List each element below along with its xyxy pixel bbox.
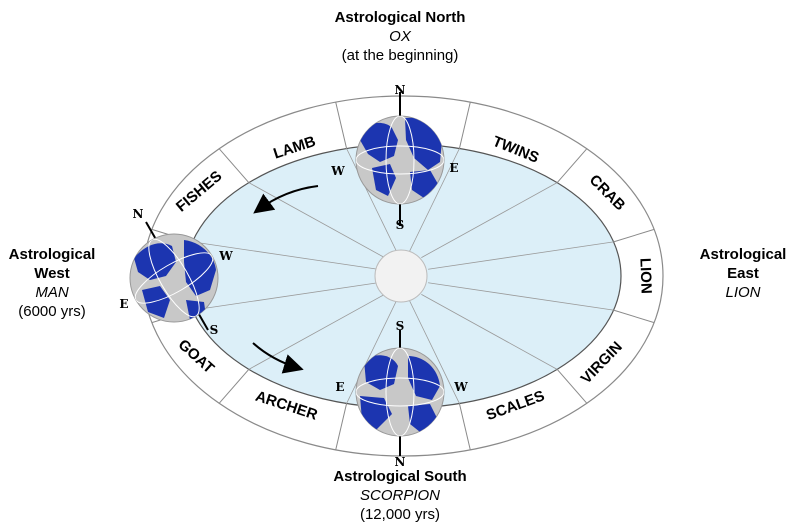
inner-spoke	[192, 282, 378, 311]
ring-divider	[458, 403, 471, 450]
label-south-note: (12,000 yrs)	[359, 506, 441, 523]
label-west-title1: Astrological	[8, 246, 96, 263]
label-south: Astrological South SCORPION (12,000 yrs)	[300, 467, 500, 524]
label-west: Astrological West MAN (6000 yrs)	[2, 245, 102, 321]
inner-spoke	[428, 241, 614, 270]
inner-spoke	[192, 241, 378, 270]
inner-spoke	[421, 294, 558, 370]
earth-north-s: S	[396, 218, 405, 232]
inner-spoke	[409, 300, 460, 404]
ring-divider	[613, 309, 655, 324]
ring-divider	[556, 148, 588, 183]
label-east-title1: Astrological	[699, 246, 787, 263]
earth-north-n: N	[395, 83, 406, 97]
label-east-title2: East	[727, 265, 759, 282]
ring-divider	[458, 102, 471, 149]
ring-divider	[556, 369, 588, 404]
label-north-title: Astrological North	[334, 9, 466, 26]
inner-spoke	[409, 148, 460, 252]
label-north-sign: OX	[389, 28, 411, 45]
ring-divider	[218, 148, 250, 183]
inner-spoke	[346, 148, 397, 252]
inner-spoke	[428, 282, 614, 311]
label-south-title: Astrological South	[333, 468, 467, 485]
ring-divider	[218, 369, 250, 404]
inner-spoke	[346, 300, 397, 404]
ring-divider	[335, 403, 348, 450]
earth-west-s: S	[210, 323, 219, 337]
label-north-note: (at the beginning)	[341, 47, 459, 64]
earth-north-e: E	[449, 161, 458, 175]
earth-south-e: E	[335, 380, 344, 394]
label-east-sign: LION	[725, 284, 761, 301]
label-south-sign: SCORPION	[359, 487, 440, 504]
earth-north: N S W E	[330, 83, 458, 232]
earth-west-n: N	[133, 207, 144, 221]
earth-south-n: N	[395, 455, 406, 469]
earth-west: N S W E	[119, 207, 233, 337]
label-west-note: (6000 yrs)	[18, 303, 86, 320]
inner-spoke	[421, 182, 558, 258]
earth-south-s: S	[396, 319, 405, 333]
earth-south: S N W E	[335, 319, 468, 469]
center-circle	[374, 249, 428, 303]
label-north: Astrological North OX (at the beginning)	[300, 8, 500, 65]
ring-divider	[335, 102, 348, 149]
label-east: Astrological East LION	[684, 245, 802, 302]
earth-west-e: E	[119, 297, 128, 311]
label-west-title2: West	[34, 265, 70, 282]
rotation-arrow-top	[253, 185, 319, 214]
sign-lion: LION	[636, 258, 654, 294]
rotation-arrow-bottom	[252, 342, 304, 374]
earth-south-w: W	[453, 380, 468, 394]
earth-west-w: W	[218, 249, 233, 263]
ring-divider	[613, 228, 655, 243]
earth-north-w: W	[330, 164, 345, 178]
label-west-sign: MAN	[35, 284, 69, 301]
